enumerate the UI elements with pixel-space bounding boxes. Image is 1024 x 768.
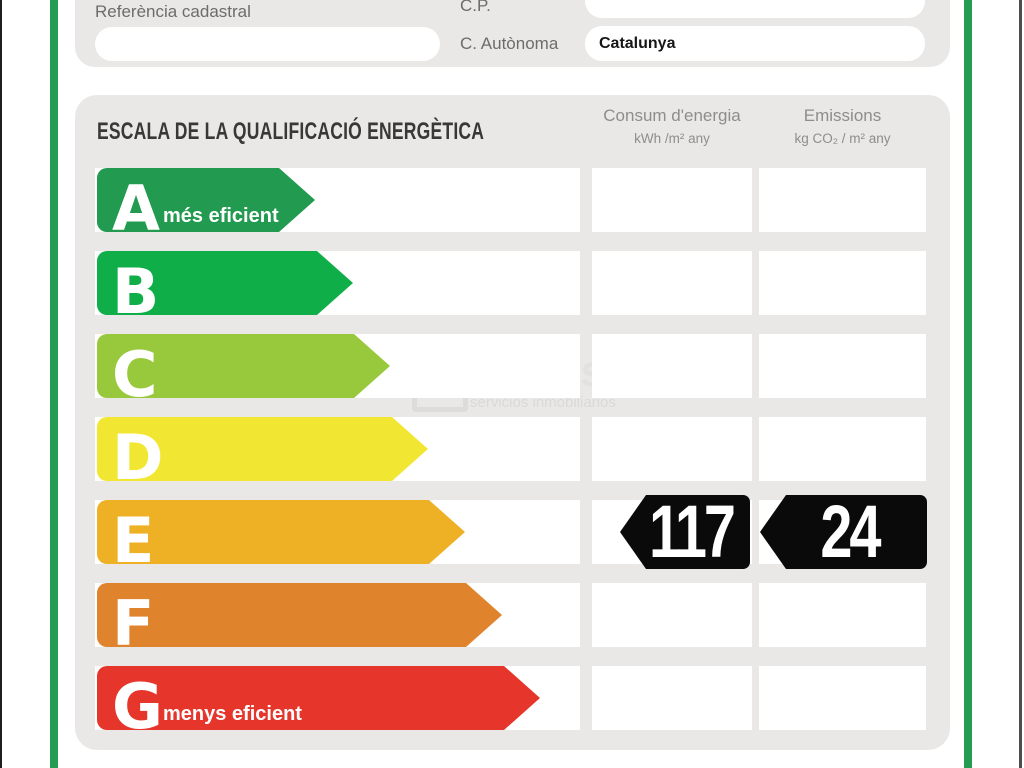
emissions-cell <box>759 666 926 730</box>
rating-row: D <box>0 417 1024 481</box>
rating-row: A més eficient <box>0 168 1024 232</box>
referencia-input[interactable] <box>95 27 440 61</box>
page-edge-left <box>0 0 2 768</box>
rating-bar: G menys eficient <box>97 666 540 730</box>
emissions-header-text: Emissions <box>803 106 882 125</box>
frame-stripe-left <box>50 0 58 768</box>
rating-letter: G <box>112 670 163 743</box>
rating-letter: A <box>112 172 160 245</box>
frame-stripe-right <box>964 0 972 768</box>
emissions-cell <box>759 583 926 647</box>
rating-letter: E <box>112 504 155 577</box>
consum-badge: 117 <box>620 495 750 569</box>
consum-cell <box>592 334 752 398</box>
rating-bar: D <box>97 417 428 481</box>
referencia-label: Referència cadastral <box>95 2 251 21</box>
emissions-units-text: kg CO₂ / m² any <box>794 131 891 146</box>
rating-row: G menys eficient <box>0 666 1024 730</box>
rating-bar: E <box>97 500 465 564</box>
cp-input[interactable] <box>585 0 925 18</box>
rating-row: E 117 24 <box>0 495 1024 564</box>
consum-cell <box>592 168 752 232</box>
rating-note: menys eficient <box>163 703 302 725</box>
cp-label: C.P. <box>460 0 491 15</box>
emissions-value: 24 <box>820 490 882 573</box>
consum-cell <box>592 417 752 481</box>
autonoma-label: C. Autònoma <box>460 34 559 53</box>
consum-column-header: Consum d'energia kWh /m² any <box>592 106 752 147</box>
rating-letter: D <box>112 421 164 494</box>
rating-letter: F <box>112 587 155 660</box>
page-edge-right <box>1019 0 1022 768</box>
emissions-badge: 24 <box>760 495 927 569</box>
consum-units-text: kWh /m² any <box>634 131 710 146</box>
emissions-cell <box>759 417 926 481</box>
rating-letter: C <box>112 338 158 411</box>
rating-note: més eficient <box>163 205 279 227</box>
rating-row: C <box>0 334 1024 398</box>
rating-row: B <box>0 251 1024 315</box>
consum-cell <box>592 251 752 315</box>
rating-row: F <box>0 583 1024 647</box>
watermark-text: servicios inmobiliarios <box>470 394 616 411</box>
rating-bar: C <box>97 334 390 398</box>
consum-cell <box>592 666 752 730</box>
autonoma-input[interactable]: Catalunya <box>585 26 925 61</box>
consum-cell <box>592 583 752 647</box>
rating-bar: F <box>97 583 502 647</box>
consum-value: 117 <box>649 490 736 573</box>
emissions-cell <box>759 251 926 315</box>
rating-bar: B <box>97 251 353 315</box>
emissions-cell <box>759 168 926 232</box>
autonoma-value: Catalunya <box>599 35 676 52</box>
emissions-cell <box>759 334 926 398</box>
emissions-column-header: Emissions kg CO₂ / m² any <box>755 106 930 147</box>
consum-header-text: Consum d'energia <box>603 106 741 125</box>
rating-letter: B <box>112 255 160 328</box>
scale-title: ESCALA DE LA QUALIFICACIÓ ENERGÈTICA <box>97 118 485 145</box>
rating-bar: A més eficient <box>97 168 315 232</box>
